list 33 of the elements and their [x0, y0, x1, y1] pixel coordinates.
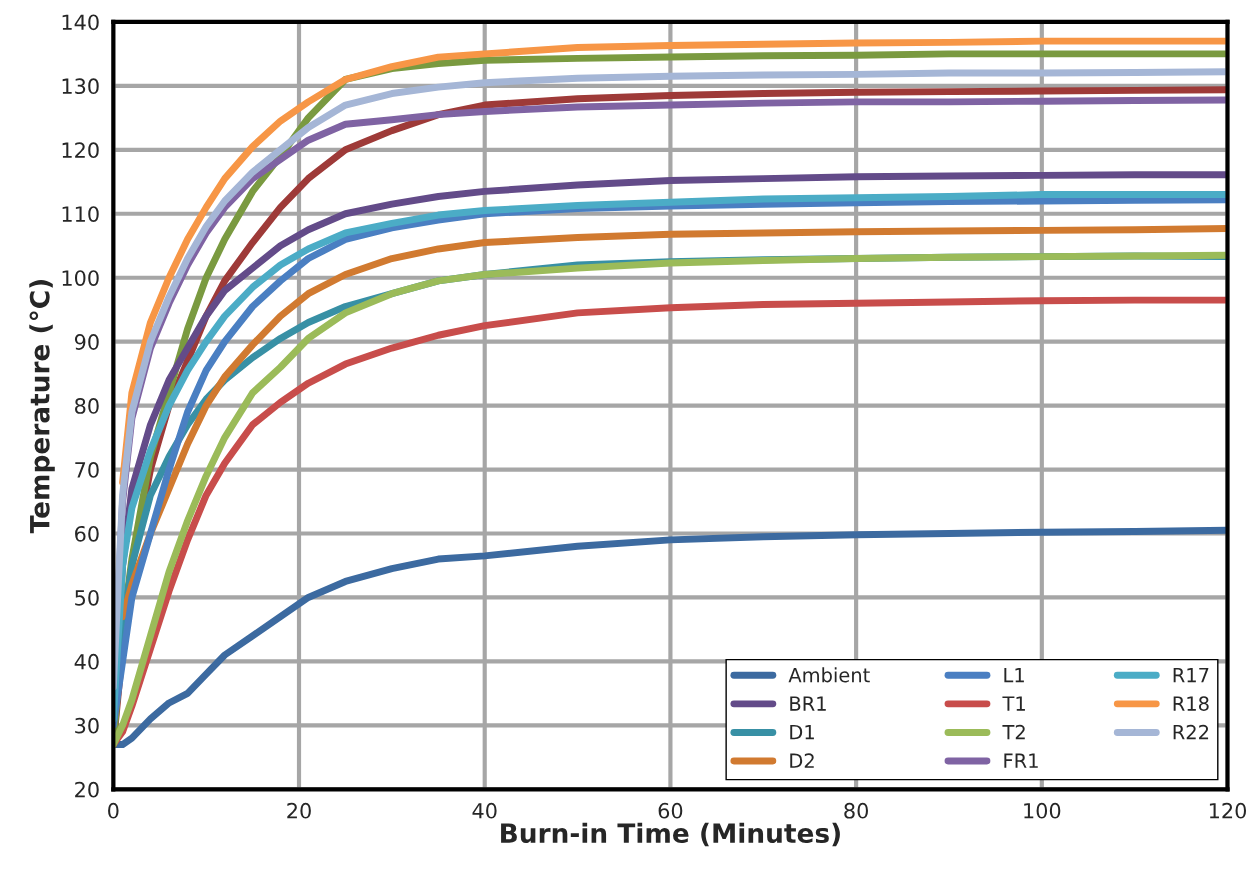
x-tick-label: 120: [1209, 802, 1247, 819]
y-tick-label: 80: [75, 398, 99, 414]
x-tick-label: 20: [287, 802, 311, 819]
legend-label: R18: [1173, 696, 1209, 711]
x-tick-label: 40: [472, 802, 497, 819]
y-tick-label: 70: [75, 462, 99, 478]
x-tick-label: 60: [658, 802, 683, 819]
y-tick-label: 120: [62, 142, 99, 159]
legend-label: T1: [1002, 696, 1025, 711]
legend-label: R22: [1173, 724, 1209, 740]
legend-label: T2: [1002, 724, 1025, 740]
y-tick-label: 40: [74, 653, 99, 670]
y-tick-label: 100: [62, 270, 99, 286]
legend-label: FR1: [1004, 753, 1038, 768]
y-tick-label: 110: [62, 206, 99, 222]
y-tick-label: 60: [75, 525, 99, 542]
y-axis-title: Temperature (°C): [29, 280, 55, 534]
x-axis-title: Burn-in Time (Minutes): [501, 822, 840, 847]
legend-label: L1: [1004, 667, 1024, 683]
legend-label: BR1: [790, 696, 826, 711]
y-tick-label: 90: [74, 334, 99, 350]
legend-label: R17: [1173, 667, 1209, 683]
y-tick-label: 140: [62, 14, 99, 31]
legend-label: Ambient: [788, 667, 870, 683]
y-tick-label: 50: [75, 589, 99, 606]
legend-label: D1: [790, 725, 814, 740]
y-tick-label: 30: [75, 717, 99, 734]
y-tick-label: 20: [75, 781, 99, 798]
x-tick-label: 0: [108, 802, 119, 819]
y-tick-label: 130: [62, 78, 99, 95]
x-tick-label: 80: [844, 802, 868, 819]
x-tick-label: 100: [1024, 802, 1061, 819]
legend-label: D2: [790, 753, 814, 768]
